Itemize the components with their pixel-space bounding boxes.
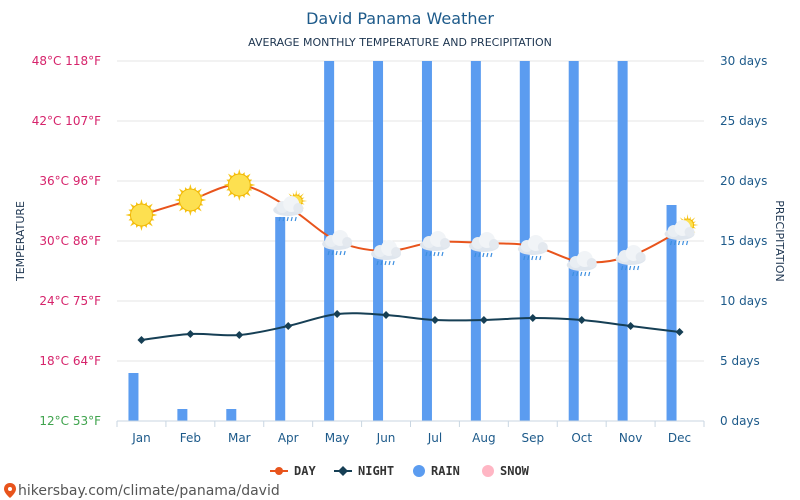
night-point[interactable] <box>430 316 439 324</box>
x-tick-label: Feb <box>180 431 201 445</box>
x-tick-label: Dec <box>668 431 691 445</box>
x-tick-label: Sep <box>521 431 544 445</box>
sun-icon <box>223 169 256 201</box>
legend-item-day[interactable]: DAY <box>270 464 316 478</box>
y-axis-ticks: 12°C 53°F 18°C 64°F 24°C 75°F 30°C 86°F 36°C… <box>32 54 768 428</box>
x-tick-label: May <box>325 431 350 445</box>
x-tick-label: Mar <box>228 431 251 445</box>
legend-label-snow: SNOW <box>500 464 530 478</box>
source-link[interactable]: hikersbay.com/climate/panama/david <box>4 483 280 499</box>
source-url: hikersbay.com/climate/panama/david <box>18 483 280 499</box>
rain-bar[interactable] <box>275 217 286 421</box>
x-tick-label: Jan <box>131 431 151 445</box>
y-tick-right: 10 days <box>720 294 767 308</box>
rain-bar[interactable] <box>128 373 139 421</box>
legend: DAY NIGHT RAIN SNOW <box>270 464 530 478</box>
x-tick-label: Jun <box>376 431 396 445</box>
weather-icons <box>125 169 699 277</box>
night-line <box>141 312 680 341</box>
night-point[interactable] <box>382 311 391 319</box>
legend-label-rain: RAIN <box>431 464 460 478</box>
night-point[interactable] <box>577 316 586 324</box>
night-point[interactable] <box>626 322 635 330</box>
night-point[interactable] <box>137 336 146 344</box>
legend-item-rain[interactable]: RAIN <box>413 464 460 478</box>
night-point[interactable] <box>528 314 537 322</box>
y-tick-right: 15 days <box>720 234 767 248</box>
y-tick-left: 24°C 75°F <box>39 294 101 308</box>
chart-subtitle: AVERAGE MONTHLY TEMPERATURE AND PRECIPIT… <box>248 36 552 49</box>
night-point[interactable] <box>235 331 244 339</box>
legend-label-day: DAY <box>294 464 316 478</box>
cloud-rain-icon <box>322 230 353 256</box>
y-tick-left: 30°C 86°F <box>39 234 101 248</box>
x-tick-label: Apr <box>278 431 299 445</box>
cloud-rain-icon <box>517 235 548 261</box>
night-point[interactable] <box>333 310 342 318</box>
rain-bar[interactable] <box>568 61 579 421</box>
x-tick-label: Oct <box>571 431 592 445</box>
y-tick-left: 48°C 118°F <box>32 54 101 68</box>
rain-bar[interactable] <box>666 205 677 421</box>
day-line <box>141 183 680 264</box>
cloud-sun-rain-icon <box>273 190 308 222</box>
rain-bar[interactable] <box>373 61 384 421</box>
grid-lines <box>117 60 704 422</box>
temperature-lines <box>137 182 684 344</box>
cloud-rain-icon <box>371 240 402 266</box>
y-tick-right: 25 days <box>720 114 767 128</box>
night-point[interactable] <box>479 316 488 324</box>
y-tick-right: 20 days <box>720 174 767 188</box>
x-tick-label: Aug <box>472 431 495 445</box>
cloud-rain-icon <box>419 231 450 257</box>
y-tick-right: 0 days <box>720 414 760 428</box>
y-tick-left: 12°C 53°F <box>39 414 101 428</box>
cloud-rain-icon <box>566 251 597 277</box>
night-point[interactable] <box>675 328 684 336</box>
x-tick-label: Nov <box>619 431 642 445</box>
chart-title: David Panama Weather <box>306 9 494 28</box>
cloud-sun-rain-icon <box>664 214 699 246</box>
rain-bar[interactable] <box>226 409 237 421</box>
night-point[interactable] <box>186 330 195 338</box>
y-tick-right: 30 days <box>720 54 767 68</box>
x-axis: Jan Feb Mar Apr May Jun Jul Aug Sep Oct Nov Dec <box>116 420 705 445</box>
legend-item-night[interactable]: NIGHT <box>334 464 394 478</box>
sun-icon <box>125 199 158 231</box>
rain-bar[interactable] <box>617 61 628 421</box>
y-axis-right-label: PRECIPITATION <box>773 200 786 281</box>
cloud-rain-icon <box>468 232 499 258</box>
y-tick-left: 36°C 96°F <box>39 174 101 188</box>
y-tick-right: 5 days <box>720 354 760 368</box>
night-point[interactable] <box>284 322 293 330</box>
y-axis-left-label: TEMPERATURE <box>14 201 27 282</box>
y-tick-left: 18°C 64°F <box>39 354 101 368</box>
cloud-rain-icon <box>615 245 646 271</box>
legend-label-night: NIGHT <box>358 464 394 478</box>
x-tick-label: Jul <box>427 431 442 445</box>
map-pin-icon <box>4 483 16 498</box>
y-tick-left: 42°C 107°F <box>32 114 101 128</box>
sun-icon <box>174 184 207 216</box>
rain-bar[interactable] <box>177 409 188 421</box>
legend-item-snow[interactable]: SNOW <box>482 464 530 478</box>
